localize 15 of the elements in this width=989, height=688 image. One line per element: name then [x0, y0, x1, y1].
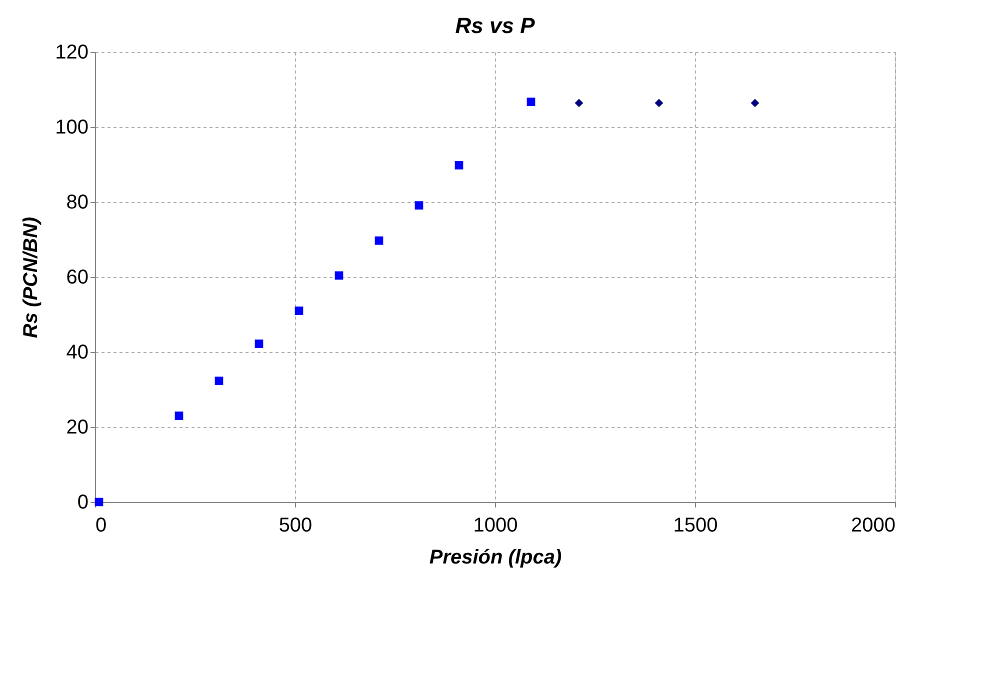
- y-tick-label: 20: [66, 416, 88, 438]
- x-tick-label: 500: [278, 514, 312, 536]
- x-tick-label: 2000: [851, 514, 896, 536]
- x-axis-title: Presión (lpca): [429, 546, 562, 568]
- y-tick-label: 100: [55, 116, 88, 138]
- x-tick-label: 1000: [473, 514, 518, 536]
- y-tick-label: 80: [66, 192, 88, 214]
- chart-title: Rs vs P: [455, 13, 536, 38]
- x-tick-label: 1500: [673, 514, 718, 536]
- y-tick-label: 0: [77, 492, 88, 514]
- y-tick-label: 40: [66, 342, 88, 364]
- y-tick-label: 120: [55, 42, 88, 64]
- y-tick-label: 60: [66, 266, 88, 288]
- y-axis-title: Rs (PCN/BN): [20, 216, 42, 338]
- x-tick-label: 0: [96, 514, 107, 536]
